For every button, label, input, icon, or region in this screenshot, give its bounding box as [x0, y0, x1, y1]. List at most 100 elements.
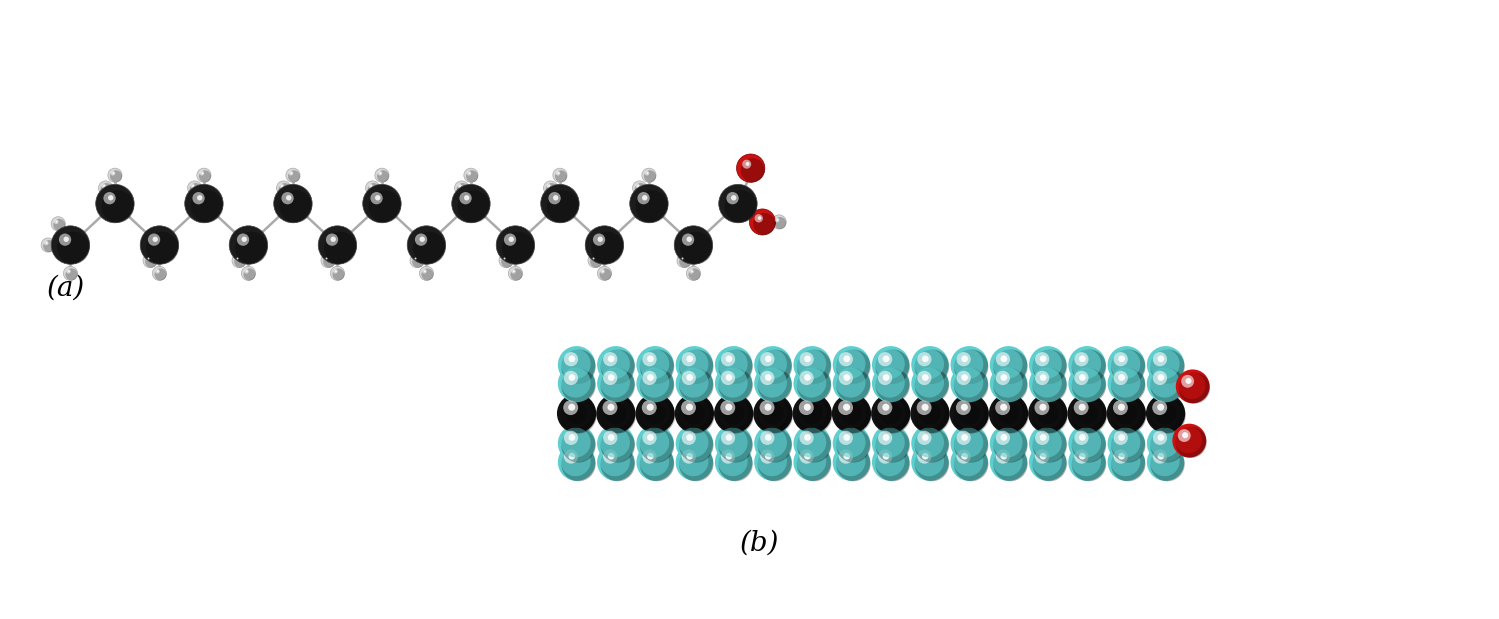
Circle shape: [1075, 431, 1088, 445]
Circle shape: [992, 397, 1028, 433]
Circle shape: [776, 219, 778, 221]
Circle shape: [463, 168, 478, 183]
Circle shape: [992, 397, 1024, 428]
Circle shape: [844, 453, 850, 459]
Circle shape: [564, 352, 579, 366]
Circle shape: [645, 403, 666, 424]
Circle shape: [369, 190, 402, 223]
Circle shape: [1033, 368, 1067, 403]
Circle shape: [564, 400, 579, 415]
Circle shape: [839, 449, 853, 464]
Circle shape: [1145, 394, 1186, 433]
Circle shape: [1150, 350, 1184, 384]
Circle shape: [640, 447, 675, 482]
Circle shape: [914, 368, 944, 397]
Circle shape: [63, 236, 69, 242]
Circle shape: [111, 171, 115, 176]
Circle shape: [953, 368, 983, 397]
Circle shape: [1069, 425, 1106, 462]
Circle shape: [646, 404, 654, 411]
Circle shape: [718, 447, 752, 482]
Circle shape: [742, 160, 751, 169]
Circle shape: [723, 403, 745, 424]
Circle shape: [679, 368, 714, 403]
Circle shape: [919, 403, 941, 424]
Circle shape: [1118, 434, 1126, 441]
Circle shape: [324, 256, 336, 267]
Circle shape: [835, 397, 866, 428]
Circle shape: [466, 171, 471, 176]
Circle shape: [108, 195, 114, 201]
Circle shape: [1108, 443, 1145, 481]
Circle shape: [585, 226, 624, 264]
Circle shape: [601, 368, 636, 403]
Circle shape: [718, 350, 752, 384]
Circle shape: [691, 271, 693, 272]
Circle shape: [600, 428, 630, 457]
Circle shape: [714, 394, 754, 433]
Circle shape: [736, 154, 764, 183]
Circle shape: [961, 404, 968, 411]
Circle shape: [57, 232, 90, 264]
Circle shape: [102, 184, 106, 188]
Circle shape: [956, 400, 971, 415]
Circle shape: [1000, 434, 1007, 441]
Circle shape: [547, 190, 579, 223]
Circle shape: [682, 431, 696, 445]
Circle shape: [454, 181, 469, 195]
Circle shape: [995, 449, 1010, 464]
Circle shape: [883, 453, 889, 459]
Circle shape: [688, 269, 700, 280]
Circle shape: [922, 434, 929, 441]
Circle shape: [796, 428, 826, 457]
Circle shape: [594, 233, 606, 246]
Circle shape: [1108, 365, 1145, 402]
Circle shape: [499, 254, 513, 267]
Circle shape: [274, 184, 312, 223]
Circle shape: [279, 183, 291, 195]
Circle shape: [1075, 449, 1088, 464]
Circle shape: [1111, 349, 1141, 379]
Circle shape: [642, 400, 657, 415]
Circle shape: [953, 428, 983, 457]
Circle shape: [636, 184, 640, 188]
Circle shape: [588, 254, 603, 267]
Circle shape: [1178, 373, 1210, 404]
Circle shape: [678, 397, 715, 433]
Circle shape: [764, 374, 772, 381]
Circle shape: [1069, 443, 1106, 481]
Circle shape: [994, 428, 1028, 462]
Circle shape: [950, 425, 988, 462]
Circle shape: [1028, 394, 1067, 433]
Circle shape: [553, 195, 559, 201]
Circle shape: [679, 256, 691, 267]
Circle shape: [757, 216, 761, 220]
Circle shape: [687, 236, 693, 242]
Circle shape: [883, 434, 889, 441]
Circle shape: [1118, 355, 1126, 362]
Circle shape: [754, 214, 763, 222]
Circle shape: [910, 394, 950, 433]
Circle shape: [835, 349, 865, 379]
Circle shape: [878, 431, 892, 445]
Circle shape: [184, 184, 223, 223]
Circle shape: [598, 266, 612, 280]
Circle shape: [648, 355, 654, 362]
Circle shape: [1150, 368, 1184, 403]
Circle shape: [914, 397, 950, 433]
Circle shape: [839, 431, 853, 445]
Circle shape: [878, 352, 892, 366]
Circle shape: [334, 271, 337, 272]
Circle shape: [1000, 404, 1007, 411]
Circle shape: [229, 226, 268, 264]
Circle shape: [513, 271, 514, 272]
Circle shape: [721, 400, 735, 415]
Circle shape: [793, 365, 830, 402]
Circle shape: [872, 443, 910, 481]
Circle shape: [66, 269, 78, 280]
Circle shape: [561, 428, 591, 457]
Circle shape: [914, 368, 949, 403]
Circle shape: [1157, 355, 1165, 362]
Circle shape: [423, 269, 427, 274]
Circle shape: [58, 233, 72, 246]
